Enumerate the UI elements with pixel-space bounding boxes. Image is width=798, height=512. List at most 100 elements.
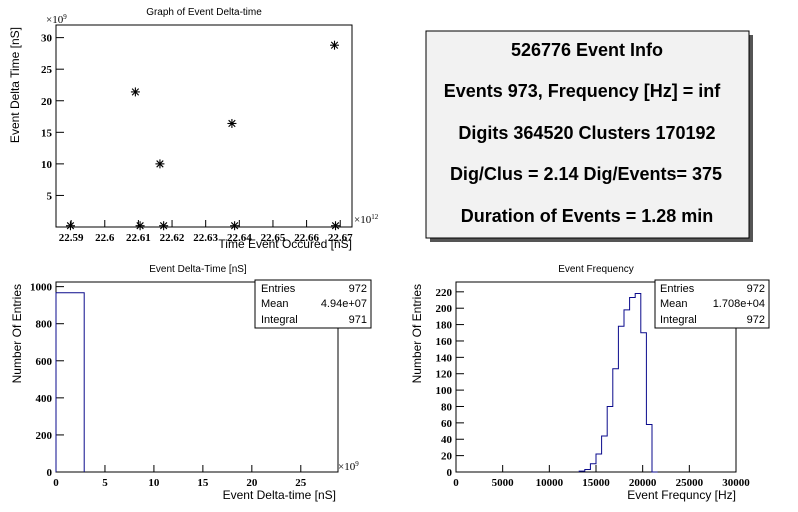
delta-hist-title: Event Delta-Time [nS] [149,264,247,275]
stats-value: 971 [349,314,367,326]
x-tick-label: 5000 [492,477,515,489]
histogram-bar [590,464,596,472]
info-line-run: 526776 Event Info [511,40,663,60]
marker-stroke [156,160,164,168]
delta-time-histogram-panel: Event Delta-Time [nS] 0 5 10 15 20 25 0 200 400 6… [10,264,372,502]
y-tick-label: 100 [436,385,453,397]
marker-stroke [159,222,168,230]
stats-value: 4.94e+07 [321,298,367,310]
delta-hist-bars [55,292,85,472]
delta-hist-stats-box: Entries 972 Mean 4.94e+07 Integral 971 [254,279,372,329]
x-tick-label: 5 [102,477,108,489]
histogram-bar [596,454,602,472]
histogram-outline [578,292,658,473]
y-tick-label: 5 [47,190,53,202]
stats-value: 972 [349,283,367,295]
x-tick-label: 22.63 [193,232,218,244]
data-point-marker [135,221,145,231]
y-tick-label: 80 [441,401,453,413]
histogram-bar [624,310,630,472]
y-tick-label: 400 [36,393,53,405]
marker-stroke [136,222,144,230]
x-tick-label: 10000 [536,477,564,489]
y-tick-label: 60 [441,418,453,430]
stats-label: Mean [660,298,688,310]
x-tick-label: 15000 [582,477,610,489]
marker-stroke [131,88,140,96]
delta-hist-x-multiplier: ×109 [338,460,359,473]
stats-label: Entries [261,283,296,295]
x-tick-label: 22.62 [160,232,185,244]
info-line-ratios: Dig/Clus = 2.14 Dig/Events= 375 [450,164,722,184]
data-point-marker [227,118,237,128]
data-point-marker [330,40,340,50]
histogram-bar [630,298,636,472]
x-tick-label: 22.59 [59,232,84,244]
stats-value: 1.708e+04 [713,298,765,310]
stats-label: Integral [660,314,697,326]
delta-hist-stats-frame [254,279,372,329]
y-tick-label: 15 [41,127,53,139]
y-tick-label: 40 [441,434,453,446]
freq-hist-axes: 0 5000 10000 15000 20000 25000 30000 0 20 40 60 80 1… [436,287,751,489]
y-tick-label: 600 [36,356,53,368]
x-tick-label: 25 [295,477,307,489]
marker-stroke [66,222,75,230]
data-point-marker [159,221,169,231]
histogram-bar [607,406,613,472]
delta-hist-x-label: Event Delta-time [nS] [223,488,336,502]
y-tick-label: 140 [436,352,453,364]
data-point-marker [230,221,240,231]
freq-hist-title: Event Frequency [558,264,634,275]
event-info-box: 526776 Event Info Events 973, Frequency … [425,30,753,242]
info-line-events: Events 973, Frequency [Hz] = inf [444,81,722,101]
data-point-marker [155,159,165,169]
y-tick-label: 220 [436,287,453,299]
x-tick-label: 22.64 [227,232,252,244]
stats-label: Entries [660,283,695,295]
x-tick-label: 20000 [629,477,657,489]
stats-label: Mean [261,298,289,310]
y-tick-label: 1000 [30,282,53,294]
x-tick-label: 22.67 [328,232,353,244]
histogram-bar [618,326,624,472]
event-frequency-histogram-panel: Event Frequency 0 5000 10000 15000 20000 2500… [410,264,770,502]
x-tick-label: 30000 [722,477,750,489]
delta-hist-axes: 0 5 10 15 20 25 0 200 400 600 800 1000 [30,282,307,489]
x-tick-label: 20 [246,477,258,489]
info-box-background [425,30,750,239]
marker-stroke [230,222,239,230]
stats-value: 972 [747,283,765,295]
marker-stroke [331,222,340,230]
histogram-bar [55,292,85,472]
graph-title: Graph of Event Delta-time [146,7,262,18]
x-tick-label: 22.65 [261,232,286,244]
info-line-digits: Digits 364520 Clusters 170192 [458,123,715,143]
graph-frame [55,24,353,228]
y-tick-label: 120 [436,369,453,381]
x-tick-label: 25000 [676,477,704,489]
x-tick-label: 22.6 [95,232,115,244]
y-tick-label: 200 [36,430,53,442]
x-tick-label: 15 [197,477,209,489]
marker-stroke [228,119,236,128]
y-tick-label: 0 [447,467,453,479]
graph-axes: 22.59 22.6 22.61 22.62 22.63 22.64 22.65 22.66 2… [41,33,353,244]
delta-time-graph-panel: Graph of Event Delta-time 22.59 22.6 22.61… [8,7,379,251]
x-tick-label: 0 [53,477,59,489]
delta-hist-y-label: Number Of Entries [10,284,24,383]
y-tick-label: 160 [436,336,453,348]
y-tick-label: 800 [36,319,53,331]
data-point-marker [331,221,341,231]
data-point-marker [65,221,75,231]
x-tick-label: 22.66 [294,232,319,244]
histogram-bar [602,436,608,472]
marker-stroke [330,41,339,49]
graph-y-label: Event Delta Time [nS] [8,27,22,143]
stats-label: Integral [261,314,298,326]
histogram-bar [646,425,652,473]
graph-x-multiplier: ×1012 [354,213,379,226]
histogram-bar [641,333,647,472]
info-line-duration: Duration of Events = 1.28 min [461,206,714,226]
